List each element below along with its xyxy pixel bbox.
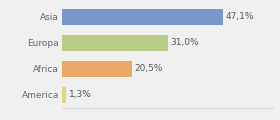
Bar	[62, 35, 168, 51]
Text: 1,3%: 1,3%	[69, 90, 92, 99]
Text: 47,1%: 47,1%	[226, 12, 255, 21]
Text: 20,5%: 20,5%	[135, 64, 163, 73]
Bar	[62, 87, 66, 103]
Bar	[62, 61, 132, 77]
Text: 31,0%: 31,0%	[171, 38, 199, 47]
Bar	[62, 9, 223, 25]
